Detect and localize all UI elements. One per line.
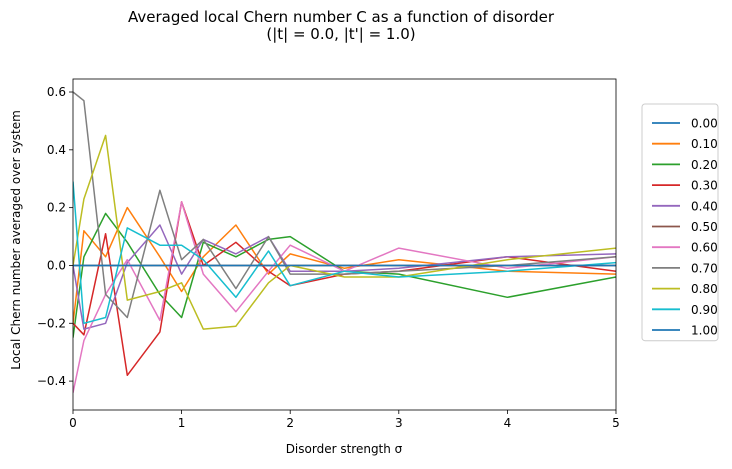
y-tick-label: −0.2 xyxy=(37,316,66,330)
x-tick-label: 0 xyxy=(69,416,77,430)
x-tick-label: 3 xyxy=(395,416,403,430)
y-tick-label: 0.6 xyxy=(47,85,66,99)
x-axis-label: Disorder strength σ xyxy=(286,442,403,456)
legend-label-0.30: 0.30 xyxy=(691,179,718,193)
y-tick-label: 0.0 xyxy=(47,258,66,272)
x-tick-label: 5 xyxy=(612,416,620,430)
y-tick-label: 0.4 xyxy=(47,143,66,157)
x-tick-label: 1 xyxy=(178,416,186,430)
legend-label-0.10: 0.10 xyxy=(691,137,718,151)
y-tick-label: −0.4 xyxy=(37,374,66,388)
series-line-0.40 xyxy=(73,224,616,330)
series-line-0.90 xyxy=(73,181,616,325)
legend-label-1.00: 1.00 xyxy=(691,324,718,338)
series-line-0.10 xyxy=(73,206,616,324)
legend: 0.00 0.10 0.20 0.30 0.40 0.50 0.60 0.70 0.80 0.90… xyxy=(641,103,719,342)
plot-frame xyxy=(72,78,617,411)
series-line-0.70 xyxy=(73,91,616,319)
legend-label-0.50: 0.50 xyxy=(691,220,718,234)
legend-box xyxy=(641,103,719,342)
legend-label-0.20: 0.20 xyxy=(691,158,718,172)
series-line-0.60 xyxy=(73,201,616,393)
legend-label-0.40: 0.40 xyxy=(691,199,718,213)
chart-title: Averaged local Chern number C as a funct… xyxy=(128,8,555,26)
y-tick-label: 0.2 xyxy=(47,201,66,215)
plot-area: 0 1 2 3 4 5 −0.4 −0.2 0.0 0.2 0.4 0.6 xyxy=(37,78,620,430)
legend-label-0.60: 0.60 xyxy=(691,241,718,255)
series-line-0.20 xyxy=(73,212,616,338)
x-tick-label: 4 xyxy=(504,416,512,430)
series-line-0.80 xyxy=(73,134,616,330)
legend-label-0.70: 0.70 xyxy=(691,261,718,275)
x-tick-label: 2 xyxy=(286,416,294,430)
chart-subtitle: (|t| = 0.0, |t'| = 1.0) xyxy=(266,25,415,43)
legend-label-0.00: 0.00 xyxy=(691,117,718,131)
series-line-0.30 xyxy=(73,201,616,377)
legend-label-0.80: 0.80 xyxy=(691,282,718,296)
legend-label-0.90: 0.90 xyxy=(691,303,718,317)
y-axis-label: Local Chern number averaged over system xyxy=(9,110,23,370)
